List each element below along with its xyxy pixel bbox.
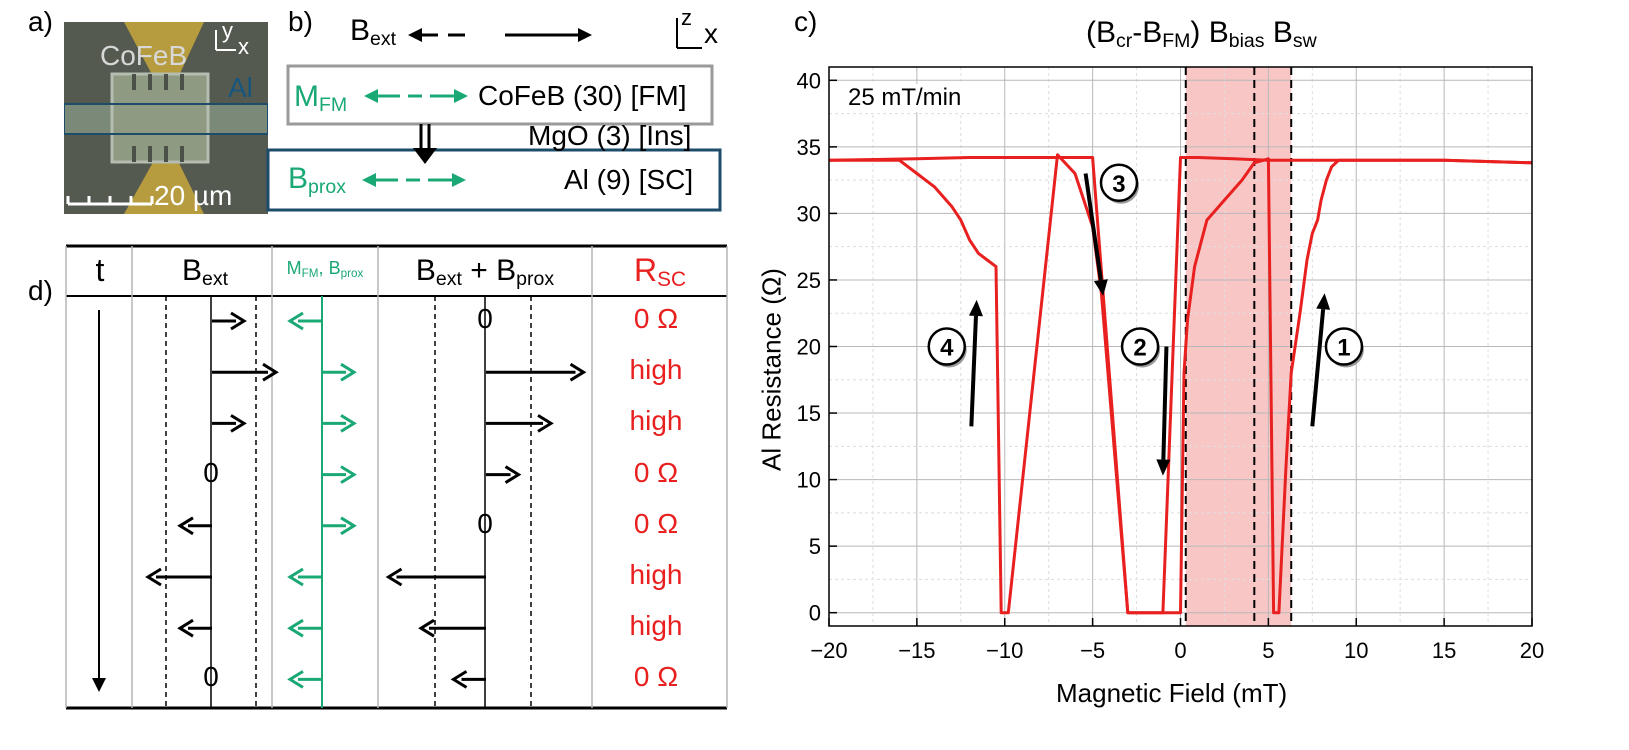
y-tick-label: 25	[797, 268, 821, 293]
bext-label: Bext	[350, 14, 397, 50]
x-tick-label: 5	[1262, 638, 1274, 663]
sweep-rate-label: 25 mT/min	[844, 84, 966, 112]
axis-y-label: y	[222, 18, 233, 43]
mfm-label: MFM	[294, 80, 348, 116]
resistance-state-1: high	[629, 354, 683, 386]
bext-arrow-4-head	[177, 516, 194, 536]
sum-arrow-6-head	[418, 618, 435, 638]
bext-arrow-5-head	[145, 567, 162, 587]
step-marker-3	[1099, 163, 1139, 203]
layer-fm-label: CoFeB (30) [FM]	[478, 80, 687, 111]
panel-label-c: c)	[794, 6, 818, 37]
bprox-arrow-2-head	[340, 414, 357, 433]
state-table-grid	[65, 244, 728, 710]
header-mfm-bprox: MFM, Bprox	[286, 258, 364, 280]
sweep-direction-arrowhead-1	[1156, 459, 1171, 476]
cofeb-label: CoFeB	[100, 40, 188, 71]
bprox-arrow-5-head	[287, 567, 304, 587]
resistance-state-4: 0 Ω	[633, 507, 679, 539]
bext-zero-7: 0	[203, 661, 219, 693]
sweep-direction-arrowhead-0	[1316, 293, 1331, 310]
resistance-state-3: 0 Ω	[633, 456, 679, 488]
al-label: Al	[228, 72, 253, 103]
bprox-label: Bprox	[288, 162, 346, 198]
chart-xlabel: Magnetic Field (mT)	[1056, 678, 1288, 708]
bext-arrow-0-head	[230, 311, 247, 331]
step-marker-label: 1	[1337, 335, 1350, 362]
layer-ins-label: MgO (3) [Ins]	[528, 120, 692, 151]
bext-arrow-2-head	[230, 414, 247, 433]
bprox-arrow-7-head	[287, 670, 304, 689]
bext-arrow-6-head	[177, 618, 194, 638]
header-bext: Bext	[181, 254, 229, 290]
sum-arrow-3-head	[504, 465, 522, 484]
b-axis-x-label: x	[704, 18, 718, 49]
x-tick-label: −20	[810, 638, 847, 663]
panel-label-a: a)	[28, 6, 53, 37]
series-up-sweep	[828, 156, 1533, 615]
x-tick-label: 10	[1344, 638, 1368, 663]
y-tick-label: 40	[797, 68, 821, 93]
y-tick-label: 35	[797, 135, 821, 160]
resistance-state-7: 0 Ω	[633, 661, 679, 693]
header-bext-plus-bprox: Bext + Bprox	[415, 254, 555, 290]
sweep-direction-arrowhead-2	[1093, 279, 1108, 296]
x-tick-label: 15	[1432, 638, 1456, 663]
sweep-direction-arrowhead-3	[968, 299, 983, 317]
sweep-direction-arrow-3	[969, 315, 978, 427]
resistance-chart: −20 −15 −10 −5 0 5 10 15 20 0 5 10 15 20 25 30 35 40 1 2 3 4	[797, 66, 1544, 663]
micrograph	[64, 22, 268, 214]
step-marker-label: 4	[940, 335, 954, 362]
resistance-state-5: high	[629, 559, 683, 590]
step-marker-label: 3	[1112, 171, 1125, 198]
scale-bar-label: 20 µm	[154, 180, 233, 211]
header-t: t	[95, 252, 105, 288]
y-tick-label: 5	[809, 534, 821, 559]
sweep-direction-arrow-0	[1310, 309, 1326, 427]
resistance-state-6: high	[629, 610, 683, 642]
x-tick-label: −10	[986, 638, 1023, 663]
bprox-arrow-4-head	[340, 516, 357, 536]
sum-arrow-5-head	[385, 567, 403, 587]
chart-header: (Bcr-BFM) Bbias Bsw	[1086, 16, 1317, 52]
layer-sc-label: Al (9) [SC]	[564, 164, 694, 195]
bext-zero-3: 0	[203, 456, 219, 488]
resistance-state-2: high	[629, 405, 683, 437]
panel-label-d: d)	[28, 275, 53, 306]
bext-arrow-1-head	[262, 362, 279, 382]
step-marker-1	[1324, 327, 1364, 366]
chart-ylabel: Al Resistance (Ω)	[756, 268, 787, 471]
step-marker-4	[927, 327, 967, 366]
y-tick-label: 10	[797, 468, 821, 493]
x-tick-label: −15	[898, 638, 935, 663]
bprox-arrow-3-head	[340, 465, 357, 484]
step-marker-label: 2	[1133, 335, 1146, 362]
layer-stack-diagram	[266, 18, 722, 212]
x-tick-label: 20	[1520, 638, 1544, 663]
y-tick-label: 15	[797, 401, 821, 426]
header-rsc: RSC	[634, 252, 686, 292]
sweep-direction-arrow-1	[1161, 346, 1169, 460]
bprox-arrow-1-head	[340, 362, 357, 382]
bprox-arrow-6-head	[287, 618, 304, 638]
b-axis-z-label: z	[681, 5, 692, 30]
resistance-state-0: 0 Ω	[633, 303, 679, 334]
sum-arrow-2-head	[537, 414, 554, 433]
sum-arrow-1-head	[569, 362, 587, 382]
sum-zero-0: 0	[477, 303, 493, 334]
sum-arrow-7-head	[450, 670, 468, 689]
x-tick-label: 0	[1174, 638, 1186, 663]
y-tick-label: 0	[809, 601, 821, 626]
bprox-arrow-0-head	[287, 311, 304, 331]
step-marker-2	[1120, 327, 1160, 366]
axis-x-label: x	[238, 34, 249, 59]
series-down-sweep	[829, 153, 1533, 615]
panel-label-b: b)	[288, 6, 313, 37]
sum-zero-4: 0	[477, 507, 493, 539]
sweep-direction-arrow-2	[1083, 173, 1103, 281]
y-tick-label: 20	[797, 335, 821, 360]
y-tick-label: 30	[797, 201, 821, 226]
x-tick-label: −5	[1080, 638, 1105, 663]
